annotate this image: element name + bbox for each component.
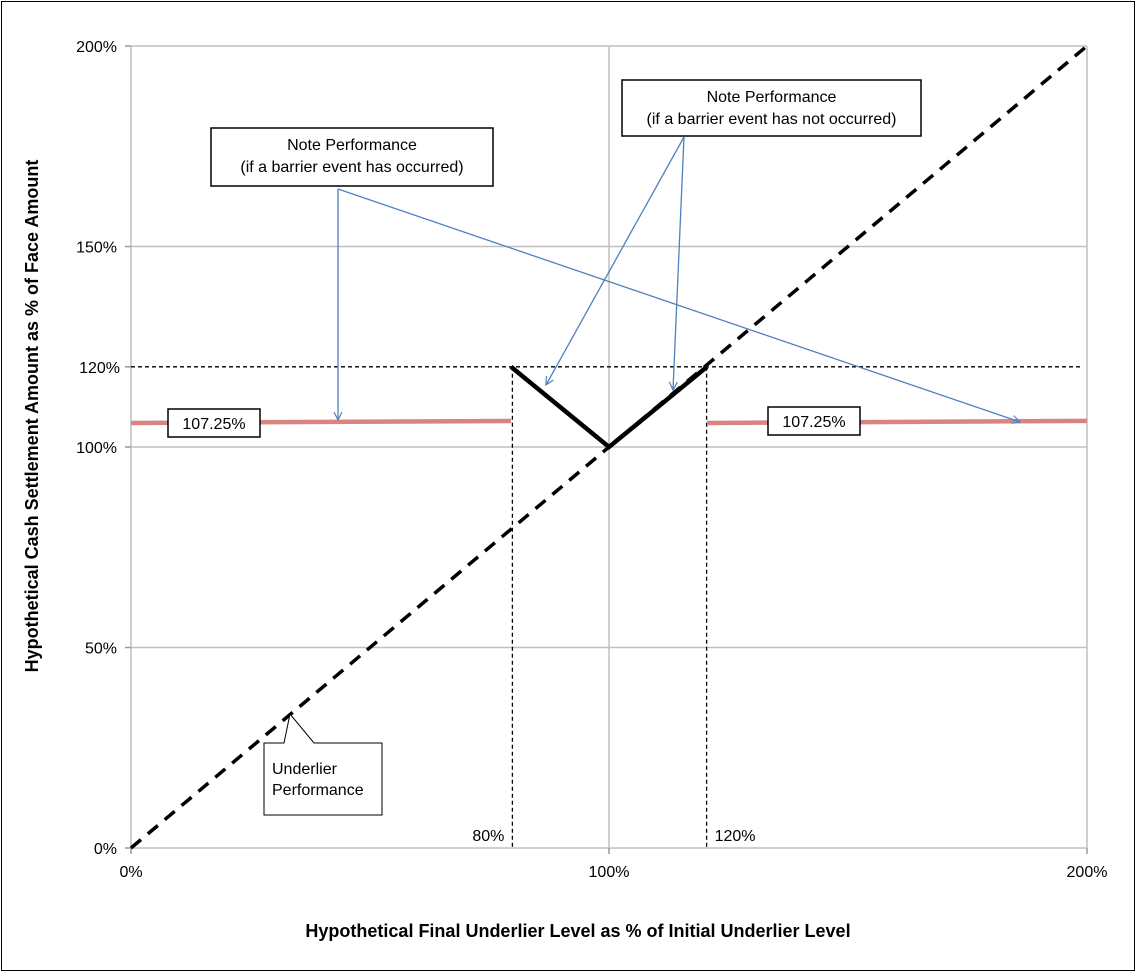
barrier-label: 120% <box>715 828 756 845</box>
underlier-callout-box <box>263 712 383 816</box>
underlier-callout-line: Performance <box>272 782 364 799</box>
annotation-barrier-not-occurred-box <box>621 79 922 137</box>
series-line-3 <box>509 365 709 450</box>
y-tick-label: 150% <box>76 240 117 257</box>
y-tick-label-cap: 120% <box>79 360 120 377</box>
series-line-2 <box>706 418 1088 426</box>
y-tick-label: 50% <box>85 641 117 658</box>
x-axis-title: Hypothetical Final Underlier Level as % … <box>305 921 850 941</box>
left-value-label-text: 107.25% <box>182 416 245 433</box>
y-axis-title: Hypothetical Cash Settlement Amount as %… <box>22 160 42 673</box>
annotation-arrow <box>337 188 1020 422</box>
underlier-callout-line: Underlier <box>272 761 338 778</box>
annotation-barrier-occurred-line: Note Performance <box>287 137 417 154</box>
annotation-arrow <box>673 136 685 390</box>
y-tick-label: 100% <box>76 440 117 457</box>
barrier-label: 80% <box>472 828 504 845</box>
x-tick-label: 100% <box>589 864 630 881</box>
annotation-barrier-occurred-box <box>210 127 494 187</box>
x-tick-label: 200% <box>1067 864 1108 881</box>
x-tick-label: 0% <box>119 864 142 881</box>
annotation-barrier-not-occurred-line: (if a barrier event has not occurred) <box>647 111 897 128</box>
left-value-label-box <box>167 408 261 438</box>
annotation-underlier: Underlier Performance <box>263 712 383 816</box>
reference-lines <box>131 366 1081 848</box>
annotation-barrier-not-occurred: Note Performance (if a barrier event has … <box>621 79 922 137</box>
right-value-label: 107.25% <box>767 406 861 436</box>
annotation-barrier-occurred: Note Performance (if a barrier event has … <box>210 127 494 187</box>
left-value-label: 107.25% <box>167 408 261 438</box>
y-tick-label: 200% <box>76 39 117 56</box>
annotation-barrier-occurred-line: (if a barrier event has occurred) <box>240 159 463 176</box>
y-tick-label: 0% <box>94 841 117 858</box>
labels: 0% 50% 100% 150% 200% 0% 100% 200% 120% 80% 120% No… <box>22 39 1107 941</box>
right-value-label-box <box>767 406 861 436</box>
grid-lines <box>125 45 1088 854</box>
right-value-label-text: 107.25% <box>782 414 845 431</box>
annotation-barrier-not-occurred-line: Note Performance <box>707 89 837 106</box>
annotation-arrows <box>337 136 1020 422</box>
annotation-arrow <box>546 136 685 385</box>
